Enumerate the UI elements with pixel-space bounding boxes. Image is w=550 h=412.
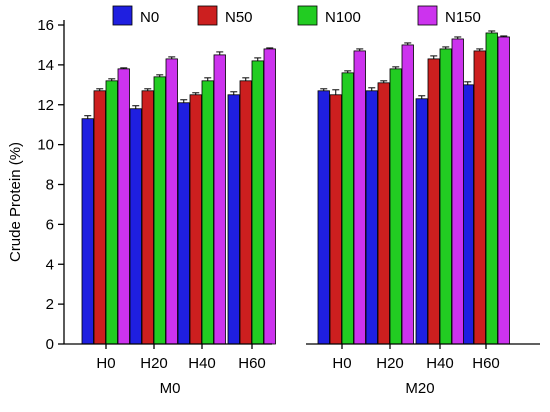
x-tick-label: H40 [188, 355, 216, 372]
bar-n100-m0-h60 [251, 60, 264, 345]
bar-n0-m20-h0 [317, 90, 330, 345]
x-tick-label: H60 [238, 355, 266, 372]
bar-n100-m20-h20 [389, 68, 402, 345]
bar-n100-m0-h40 [201, 80, 214, 345]
bars [81, 30, 510, 345]
y-axis-title: Crude Protein (%) [7, 142, 24, 262]
group-label-m0: M0 [160, 380, 181, 397]
y-tick-label: 14 [37, 57, 54, 74]
x-tick-label: H40 [426, 355, 454, 372]
group-label-m20: M20 [405, 380, 434, 397]
bar-n100-m20-h40 [439, 48, 452, 345]
legend-swatch-n100 [297, 5, 318, 26]
legend-label-n50: N50 [225, 9, 253, 26]
x-tick-label: H20 [376, 355, 404, 372]
bar-n0-m0-h60 [227, 94, 240, 345]
x-tick-label: H0 [332, 355, 351, 372]
bar-n100-m20-h60 [485, 32, 498, 345]
y-tick-label: 6 [46, 216, 54, 233]
bar-n50-m0-h0 [93, 90, 106, 345]
bar-n150-m0-h40 [213, 54, 226, 345]
y-tick-label: 10 [37, 137, 54, 154]
bar-n50-m0-h20 [141, 90, 154, 345]
bar-n150-m20-h60 [497, 36, 510, 345]
legend-label-n100: N100 [325, 9, 361, 26]
legend-swatch-n50 [197, 5, 218, 26]
legend-swatch-n0 [112, 5, 133, 26]
y-tick-label: 4 [46, 256, 54, 273]
y-tick-label: 0 [46, 336, 54, 353]
legend-label-n150: N150 [445, 9, 481, 26]
bar-n150-m20-h40 [451, 38, 464, 345]
bar-n150-m0-h0 [117, 68, 130, 345]
bar-n100-m20-h0 [341, 72, 354, 345]
bar-n50-m0-h60 [239, 80, 252, 345]
bar-n100-m0-h0 [105, 80, 118, 345]
bar-n0-m20-h20 [365, 90, 378, 345]
bar-n0-m0-h40 [177, 102, 190, 345]
bar-n150-m20-h0 [353, 50, 366, 345]
bar-n50-m20-h60 [473, 50, 486, 345]
y-tick-label: 16 [37, 17, 54, 34]
legend: N0 N50 N100 N150 [112, 5, 481, 26]
bar-n150-m0-h20 [165, 58, 178, 345]
bar-n50-m20-h40 [427, 58, 440, 345]
legend-swatch-n150 [417, 5, 438, 26]
y-axis: 0 2 4 6 8 10 12 14 16 [37, 17, 65, 353]
bar-n50-m20-h0 [329, 94, 342, 345]
bar-n0-m20-h40 [415, 98, 428, 345]
bar-n0-m0-h0 [81, 118, 94, 345]
y-tick-label: 12 [37, 97, 54, 114]
y-tick-label: 2 [46, 296, 54, 313]
bar-n150-m20-h20 [401, 44, 414, 345]
x-axis: H0 H20 H40 H60 M0 H0 H20 H40 H60 M20 [64, 343, 540, 397]
bar-n50-m0-h40 [189, 94, 202, 345]
x-tick-label: H0 [96, 355, 115, 372]
legend-label-n0: N0 [140, 9, 159, 26]
x-tick-label: H20 [140, 355, 168, 372]
y-tick-label: 8 [46, 177, 54, 194]
bar-n0-m0-h20 [129, 108, 142, 345]
bar-n100-m0-h20 [153, 76, 166, 345]
x-tick-label: H60 [472, 355, 500, 372]
bar-n50-m20-h20 [377, 82, 390, 345]
bar-n150-m0-h60 [263, 48, 276, 345]
